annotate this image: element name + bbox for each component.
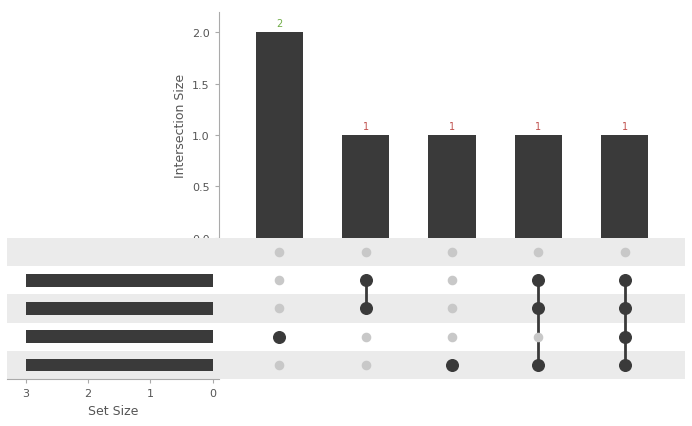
Bar [7, 238, 219, 266]
Point [360, 305, 371, 312]
Bar [219, 295, 685, 323]
Point [533, 362, 544, 368]
Text: 1: 1 [363, 122, 369, 132]
Point [360, 277, 371, 284]
Point [446, 277, 457, 284]
Bar [601, 136, 648, 238]
Bar [7, 351, 219, 379]
Point [619, 249, 630, 256]
Point [533, 305, 544, 312]
Point [533, 249, 544, 256]
Point [360, 362, 371, 368]
Bar [26, 302, 212, 315]
Bar [219, 266, 685, 295]
Point [619, 277, 630, 284]
Bar [515, 136, 562, 238]
Text: 1: 1 [449, 122, 455, 132]
Text: 1: 1 [535, 122, 541, 132]
Bar [219, 323, 685, 351]
Bar [26, 359, 212, 371]
Point [360, 334, 371, 340]
Bar [219, 238, 685, 266]
Y-axis label: Intersection Size: Intersection Size [174, 74, 187, 178]
Point [360, 249, 371, 256]
Bar [7, 323, 219, 351]
Bar [26, 331, 212, 343]
Point [446, 334, 457, 340]
Bar [219, 351, 685, 379]
Bar [255, 33, 303, 238]
Point [274, 305, 285, 312]
Text: 1: 1 [621, 122, 628, 132]
Point [619, 305, 630, 312]
Point [446, 362, 457, 368]
Text: 2: 2 [276, 19, 282, 29]
Point [274, 249, 285, 256]
Point [446, 305, 457, 312]
Point [533, 334, 544, 340]
Point [274, 362, 285, 368]
Bar [26, 274, 212, 287]
Point [619, 334, 630, 340]
Bar [342, 136, 390, 238]
Bar [7, 266, 219, 295]
X-axis label: Set Size: Set Size [88, 404, 138, 417]
Point [274, 277, 285, 284]
Point [533, 277, 544, 284]
Point [619, 362, 630, 368]
Bar [428, 136, 475, 238]
Point [446, 249, 457, 256]
Bar [7, 295, 219, 323]
Point [274, 334, 285, 340]
